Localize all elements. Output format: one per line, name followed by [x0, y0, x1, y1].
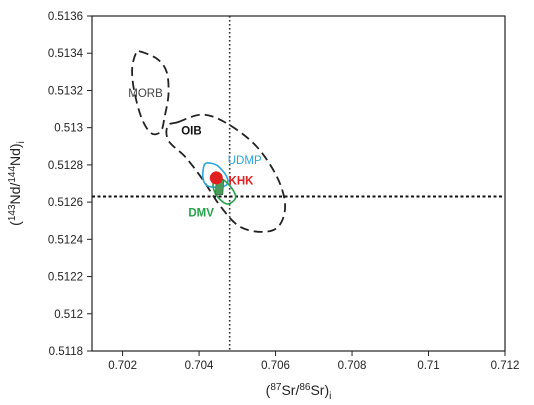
label-dmv: DMV	[188, 207, 214, 219]
plot-layer: MORB OIB UDMP KHK DMV	[92, 16, 505, 351]
point-khk	[209, 171, 223, 185]
x-tick-label: 0.71	[417, 360, 439, 372]
x-tick-label: 0.704	[185, 360, 214, 372]
y-tick-label: 0.5128	[48, 160, 83, 172]
x-tick-label: 0.702	[108, 360, 137, 372]
y-axis-title: (143Nd/144Nd)i	[7, 141, 27, 226]
tick-layer: 0.702 0.704 0.706 0.708 0.71 0.712 0.5118 0.512…	[48, 11, 520, 372]
y-tick-label: 0.512	[54, 309, 83, 321]
plot-frame	[91, 15, 506, 352]
field-morb	[131, 49, 170, 136]
y-tick-label: 0.5118	[49, 346, 83, 358]
y-tick-label: 0.5126	[48, 197, 83, 209]
y-tick-label: 0.5136	[48, 11, 83, 23]
field-oib	[165, 113, 287, 233]
x-tick-label: 0.712	[491, 360, 520, 372]
label-morb: MORB	[128, 88, 163, 100]
y-tick-label: 0.5124	[48, 234, 84, 246]
label-udmp: UDMP	[228, 155, 262, 167]
x-tick-label: 0.708	[338, 360, 367, 372]
x-axis-title: (87Sr/86Sr)i	[266, 382, 332, 402]
y-tick-label: 0.513	[54, 123, 83, 135]
label-oib: OIB	[181, 125, 201, 137]
y-tick-label: 0.5132	[48, 85, 83, 97]
y-tick-label: 0.5122	[48, 272, 83, 284]
x-tick-label: 0.706	[261, 360, 290, 372]
y-tick-label: 0.5134	[48, 48, 84, 60]
label-khk: KHK	[229, 176, 255, 188]
